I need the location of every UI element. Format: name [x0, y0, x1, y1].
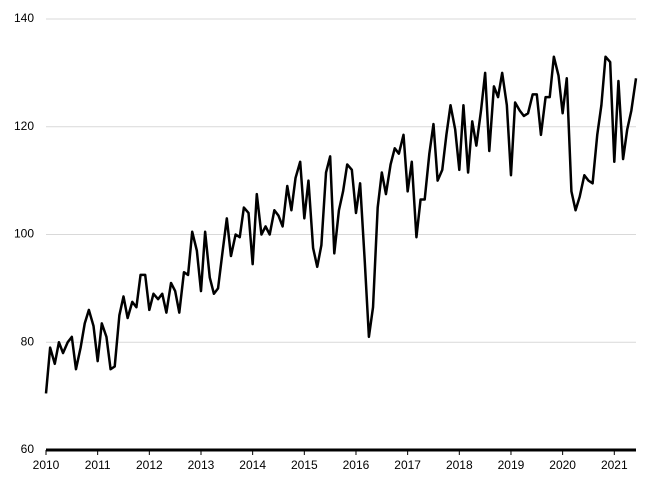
x-tick-label: 2020: [549, 458, 576, 472]
x-tick-label: 2021: [601, 458, 628, 472]
line: [44, 55, 638, 394]
x-tick-label: 2012: [136, 458, 163, 472]
x-tick-label: 2016: [343, 458, 370, 472]
x-tick-label: 2018: [446, 458, 473, 472]
y-tick-label: 60: [21, 442, 35, 456]
x-tick-label: 2019: [498, 458, 525, 472]
x-tick-label: 2014: [239, 458, 266, 472]
x-tick-label: 2017: [394, 458, 421, 472]
x-tick-label: 2011: [85, 458, 111, 472]
x-tick-label: 2013: [188, 458, 215, 472]
y-tick-label: 140: [14, 11, 34, 25]
y-tick-label: 120: [14, 119, 34, 133]
x-tick-label: 2015: [291, 458, 318, 472]
x-tick-label: 2010: [33, 458, 60, 472]
y-tick-label: 80: [21, 334, 35, 348]
y-tick-label: 100: [14, 227, 34, 241]
